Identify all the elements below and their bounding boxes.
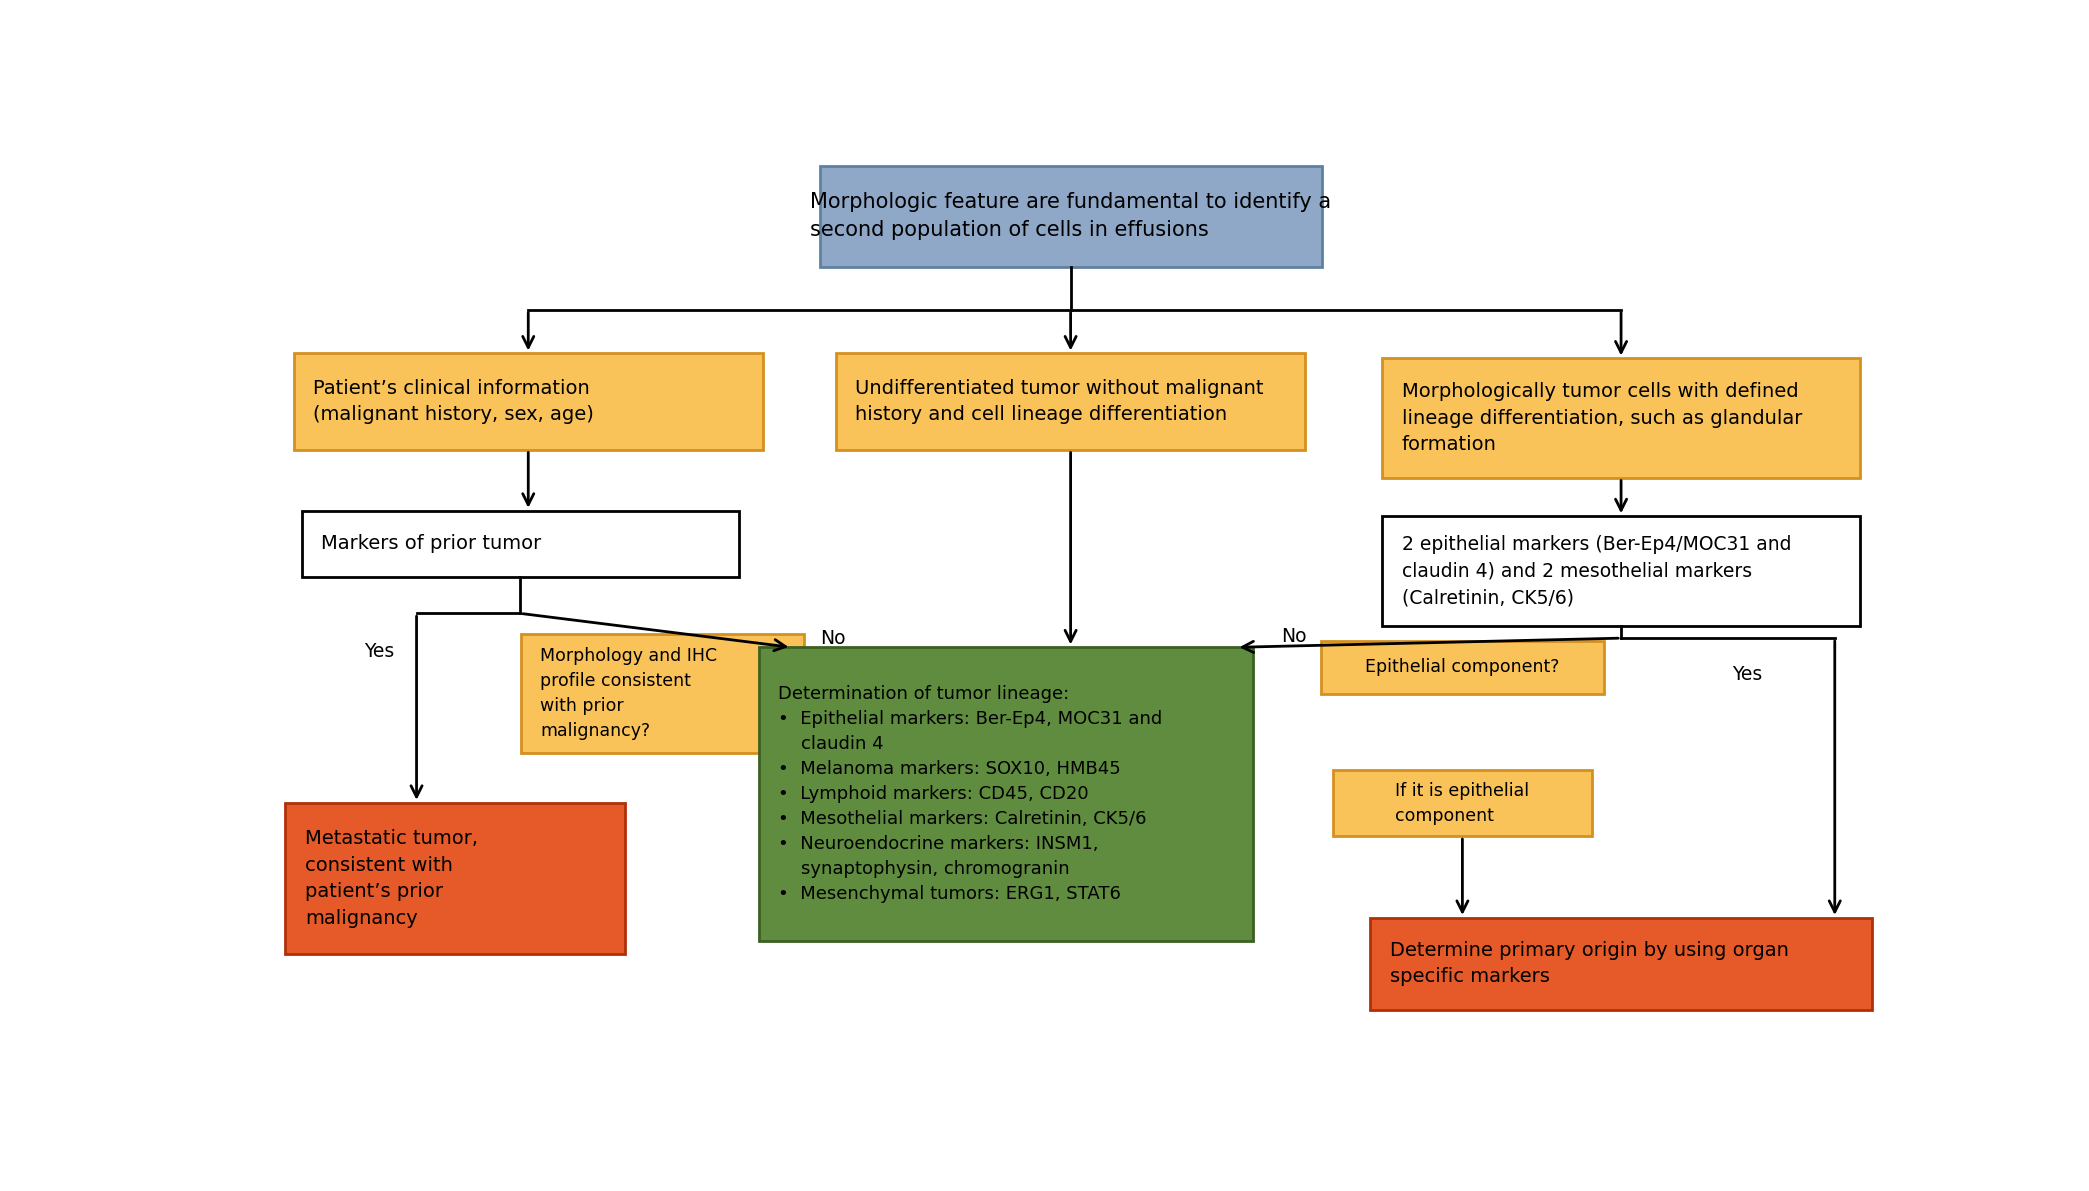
Text: Undifferentiated tumor without malignant
history and cell lineage differentiatio: Undifferentiated tumor without malignant… [854,379,1264,424]
FancyBboxPatch shape [758,648,1253,941]
Text: Yes: Yes [1732,666,1763,685]
FancyBboxPatch shape [520,634,804,753]
Text: Epithelial component?: Epithelial component? [1366,659,1560,676]
FancyBboxPatch shape [819,166,1322,267]
Text: No: No [1281,626,1308,646]
Text: If it is epithelial
component: If it is epithelial component [1395,781,1529,824]
Text: No: No [819,629,846,648]
Text: Metastatic tumor,
consistent with
patient’s prior
malignancy: Metastatic tumor, consistent with patien… [305,829,478,928]
Text: Markers of prior tumor: Markers of prior tumor [322,535,541,553]
Text: Determination of tumor lineage:
•  Epithelial markers: Ber-Ep4, MOC31 and
    cl: Determination of tumor lineage: • Epithe… [779,685,1164,903]
Text: Morphologic feature are fundamental to identify a
second population of cells in : Morphologic feature are fundamental to i… [811,192,1331,241]
FancyBboxPatch shape [1383,358,1859,478]
Text: Morphology and IHC
profile consistent
with prior
malignancy?: Morphology and IHC profile consistent wi… [541,647,717,740]
FancyBboxPatch shape [1320,641,1604,694]
Text: Yes: Yes [363,642,395,661]
FancyBboxPatch shape [836,354,1306,450]
Text: Morphologically tumor cells with defined
lineage differentiation, such as glandu: Morphologically tumor cells with defined… [1402,382,1803,454]
FancyBboxPatch shape [1333,771,1592,836]
FancyBboxPatch shape [286,803,625,954]
FancyBboxPatch shape [1370,918,1872,1010]
FancyBboxPatch shape [292,354,762,450]
Text: Determine primary origin by using organ
specific markers: Determine primary origin by using organ … [1389,941,1788,986]
Text: 2 epithelial markers (Ber-Ep4/MOC31 and
claudin 4) and 2 mesothelial markers
(Ca: 2 epithelial markers (Ber-Ep4/MOC31 and … [1402,535,1790,607]
FancyBboxPatch shape [1383,516,1859,626]
Text: Patient’s clinical information
(malignant history, sex, age): Patient’s clinical information (malignan… [313,379,593,424]
FancyBboxPatch shape [301,511,740,576]
